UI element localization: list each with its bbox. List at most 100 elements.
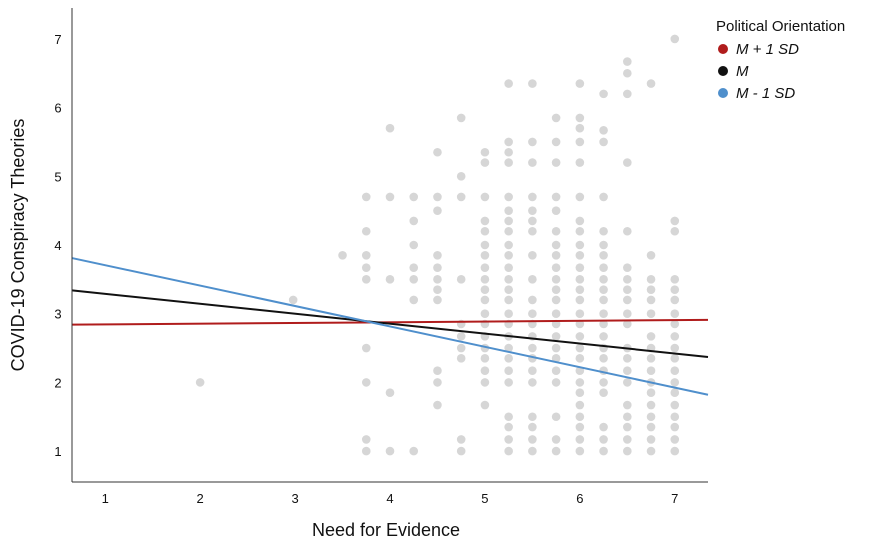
y-tick-label: 3 <box>54 307 61 322</box>
data-point <box>433 400 442 410</box>
data-point <box>575 343 585 353</box>
data-point <box>433 206 442 215</box>
x-tick-label: 6 <box>576 491 583 506</box>
data-point <box>480 226 490 236</box>
data-point <box>623 285 632 294</box>
data-point <box>433 378 442 387</box>
data-point <box>504 251 513 260</box>
data-point <box>409 275 419 284</box>
data-point <box>551 206 561 215</box>
data-point <box>551 446 561 456</box>
data-point <box>528 216 537 226</box>
data-point <box>433 251 442 260</box>
x-axis-title: Need for Evidence <box>312 520 460 540</box>
data-point <box>504 422 513 432</box>
x-tick-label: 4 <box>386 491 393 506</box>
data-point <box>623 89 632 99</box>
x-tick-labels: 1 2 3 4 5 6 7 <box>102 491 679 506</box>
data-point <box>528 422 537 432</box>
regression-lines <box>71 257 709 396</box>
x-tick-label: 1 <box>102 491 109 506</box>
y-tick-label: 6 <box>54 101 61 116</box>
data-point <box>623 422 632 432</box>
data-point <box>504 354 513 363</box>
data-point <box>288 295 298 305</box>
data-point <box>599 422 608 432</box>
data-point <box>480 263 490 272</box>
data-point <box>480 240 490 250</box>
data-point <box>504 137 513 147</box>
data-point <box>433 275 442 284</box>
legend: Political Orientation M + 1 SD M M - 1 SD <box>716 18 845 102</box>
data-point <box>528 275 537 284</box>
data-point <box>599 137 608 147</box>
data-point <box>646 400 656 410</box>
data-point <box>599 125 608 135</box>
data-point <box>528 158 537 167</box>
data-point <box>551 309 561 318</box>
data-point <box>551 240 561 250</box>
data-point <box>575 123 585 133</box>
data-point <box>551 378 561 387</box>
data-point <box>409 446 419 456</box>
data-point <box>670 226 680 236</box>
y-tick-labels: 1 2 3 4 5 6 7 <box>54 32 61 459</box>
y-tick-label: 7 <box>54 32 61 47</box>
data-point <box>646 446 656 456</box>
data-point <box>504 263 513 272</box>
data-point <box>670 332 680 341</box>
data-point <box>456 446 466 456</box>
data-point <box>670 34 680 44</box>
data-point <box>623 158 632 167</box>
data-point <box>456 172 466 181</box>
data-point <box>623 295 632 305</box>
data-point <box>670 285 680 294</box>
data-point <box>504 147 513 157</box>
data-point <box>504 366 513 376</box>
data-point <box>670 388 680 397</box>
data-point <box>599 251 608 260</box>
data-point <box>433 147 442 157</box>
data-point <box>623 319 632 329</box>
data-point <box>575 251 585 260</box>
data-point <box>670 319 680 329</box>
data-point <box>361 446 371 456</box>
data-point <box>575 295 585 305</box>
series-line-1 <box>71 289 709 358</box>
data-point <box>575 263 585 272</box>
data-point <box>385 275 395 284</box>
data-point <box>504 446 513 456</box>
data-point <box>623 275 632 284</box>
data-point <box>575 446 585 456</box>
data-point <box>551 343 561 353</box>
data-point <box>670 309 680 318</box>
data-point <box>361 378 371 387</box>
data-point <box>528 309 537 318</box>
data-point <box>504 295 513 305</box>
data-point <box>599 446 608 456</box>
data-point <box>528 251 537 260</box>
data-point <box>646 285 656 294</box>
data-point <box>599 192 608 202</box>
data-point <box>480 158 490 167</box>
data-point <box>433 366 442 376</box>
data-point <box>433 192 442 202</box>
data-point <box>504 412 513 422</box>
data-point <box>480 378 490 387</box>
data-point <box>551 137 561 147</box>
data-point <box>623 57 632 66</box>
data-point <box>670 354 680 363</box>
data-point <box>480 275 490 284</box>
data-point <box>599 332 608 341</box>
legend-marker <box>718 44 728 54</box>
data-point <box>551 192 561 202</box>
data-point <box>409 216 419 226</box>
data-point <box>433 295 442 305</box>
data-point <box>575 113 585 123</box>
data-point <box>504 192 513 202</box>
data-point <box>646 251 656 260</box>
legend-marker <box>718 66 728 76</box>
y-tick-label: 5 <box>54 169 61 184</box>
data-point <box>599 435 608 444</box>
legend-label: M - 1 SD <box>736 85 795 102</box>
